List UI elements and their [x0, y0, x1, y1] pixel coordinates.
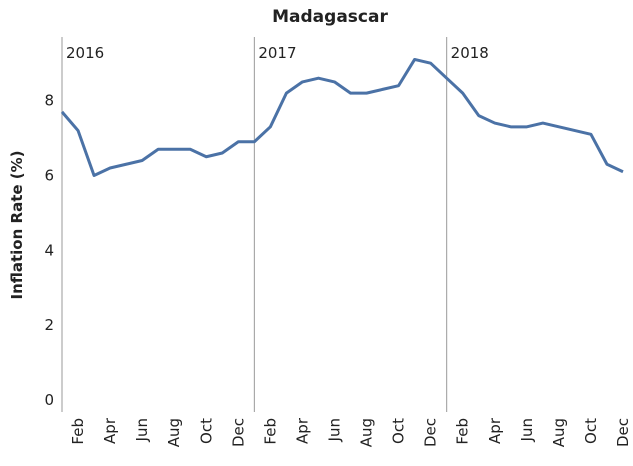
y-tick-label: 4	[44, 241, 54, 259]
x-tick-label: Apr	[293, 417, 311, 444]
year-label: 2017	[258, 44, 296, 62]
x-tick-label: Aug	[550, 418, 568, 447]
x-tick-label: Aug	[358, 418, 376, 447]
year-label: 2018	[451, 44, 489, 62]
x-tick-label: Oct	[582, 418, 600, 444]
line	[60, 57, 624, 177]
x-tick-label: Feb	[454, 418, 472, 445]
x-tick-label: Dec	[614, 418, 632, 447]
y-tick-label: 2	[44, 316, 54, 334]
x-tick-label: Feb	[69, 418, 87, 445]
x-tick-label: Feb	[261, 418, 279, 445]
x-tick-label: Dec	[229, 418, 247, 447]
y-axis-label: Inflation Rate (%)	[8, 151, 26, 300]
x-tick-label: Jun	[518, 418, 536, 442]
y-tick-label: 6	[44, 166, 54, 184]
x-tick-label: Apr	[486, 417, 504, 444]
x-tick-label: Apr	[101, 417, 119, 444]
x-tick-label: Jun	[133, 418, 151, 442]
x-tick-label: Jun	[325, 418, 343, 442]
year-label: 2016	[66, 44, 104, 62]
x-tick-label: Aug	[165, 418, 183, 447]
chart-title: Madagascar	[272, 7, 388, 27]
x-tick-label: Oct	[197, 418, 215, 444]
y-tick-label: 8	[44, 92, 54, 110]
y-tick-label: 0	[44, 391, 54, 409]
x-tick-label: Dec	[422, 418, 440, 447]
x-tick-label: Oct	[390, 418, 408, 444]
